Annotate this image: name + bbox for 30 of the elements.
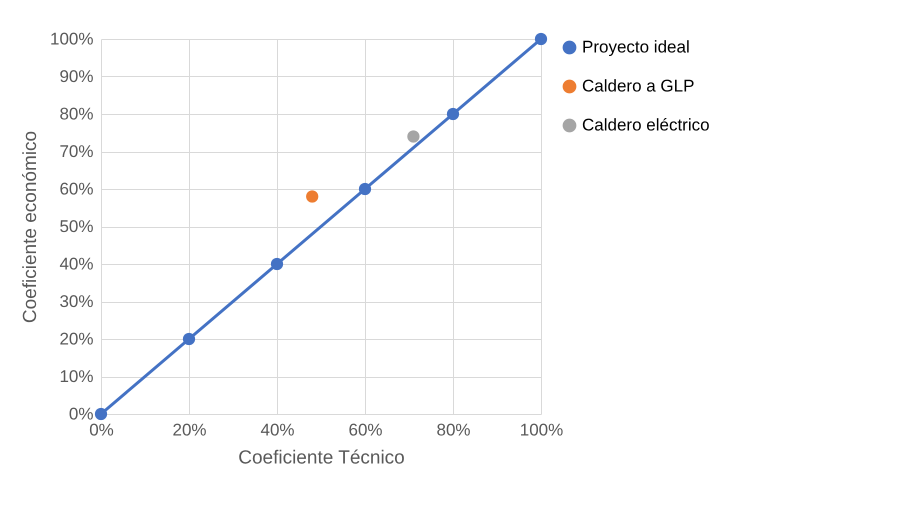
y-tick-label: 100% <box>50 30 94 48</box>
point <box>182 332 196 346</box>
x-tick-label: 0% <box>89 420 114 440</box>
y-axis-title: Coeficiente económico <box>20 130 42 324</box>
y-tick-label: 80% <box>59 104 94 124</box>
point <box>534 32 548 46</box>
legend-label: Proyecto ideal <box>582 38 690 56</box>
x-tick-label: 20% <box>172 420 207 440</box>
y-tick-label: 70% <box>59 142 94 161</box>
x-tick-label: 100% <box>520 420 564 440</box>
point <box>306 190 318 203</box>
y-tick-label: 60% <box>59 180 94 198</box>
legend-label: Caldero eléctrico <box>582 116 710 134</box>
x-axis-title: Coeficiente Técnico <box>238 448 405 468</box>
y-tick-label: 10% <box>59 367 94 386</box>
legend-label: Caldero a GLP <box>582 76 694 96</box>
y-tick-label: 20% <box>59 330 94 348</box>
y-tick-label: 50% <box>59 217 94 236</box>
y-tick-label: 40% <box>59 254 94 274</box>
point <box>446 108 460 120</box>
x-tick-label: 80% <box>436 420 471 440</box>
y-tick-label: 30% <box>59 292 94 311</box>
x-tick-label: 60% <box>348 420 383 440</box>
x-tick-label: 40% <box>260 420 295 440</box>
point <box>270 258 284 270</box>
y-tick-label: 0% <box>68 404 94 424</box>
y-tick-label: 90% <box>59 67 94 86</box>
point <box>358 182 372 196</box>
point <box>94 408 108 420</box>
point <box>407 130 420 143</box>
